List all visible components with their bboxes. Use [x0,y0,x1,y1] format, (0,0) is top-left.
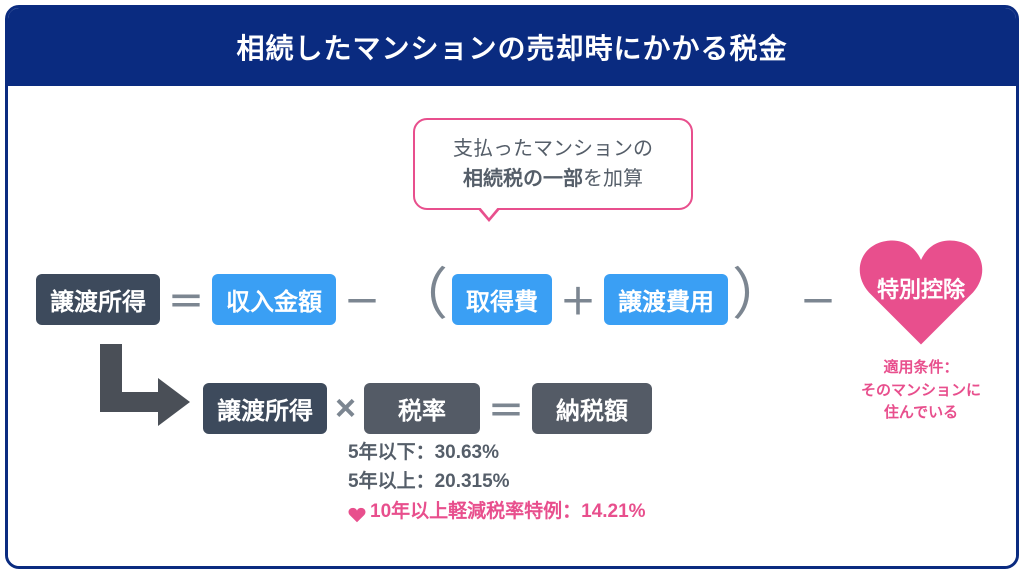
bubble-line2: 相続税の一部を加算 [433,164,673,194]
rate-line-3: 10年以上軽減税率特例：14.21% [348,497,646,526]
op-equals: ＝ [160,273,212,325]
op-plus: ＋ [552,273,604,325]
tag-transfer-cost: 譲渡費用 [604,274,728,325]
op-equals-2: ＝ [480,382,532,434]
tag-tax-rate: 税率 [364,383,480,434]
header-bar: 相続したマンションの売却時にかかる税金 [8,8,1016,86]
bubble-post: を加算 [583,168,643,190]
rate-line-2: 5年以上：20.315% [348,467,646,496]
formula-row-2: 譲渡所得 × 税率 ＝ 納税額 [203,382,652,434]
formula-row-1: 譲渡所得 ＝ 収入金額 － （ 取得費 ＋ 譲渡費用 ） － [36,271,844,327]
diagram-frame: 相続したマンションの売却時にかかる税金 支払ったマンションの 相続税の一部を加算… [5,5,1019,569]
heart-caption: 適用条件： そのマンションに 住んでいる [846,357,996,425]
tag-tax-amount: 納税額 [532,383,652,434]
tag-transfer-income: 譲渡所得 [36,274,160,325]
callout-bubble: 支払ったマンションの 相続税の一部を加算 [413,118,693,210]
bubble-line1: 支払ったマンションの [433,134,673,164]
rate-line-1: 5年以下：30.63% [348,438,646,467]
heart-icon: 特別控除 [856,234,986,351]
tag-transfer-income-2: 譲渡所得 [203,383,327,434]
op-minus: － [336,273,388,325]
heart-block: 特別控除 適用条件： そのマンションに 住んでいる [846,234,996,425]
page-title: 相続したマンションの売却時にかかる税金 [236,27,787,67]
op-multiply: × [327,387,364,429]
down-right-arrow-icon [82,344,192,434]
tag-acquisition-cost: 取得費 [452,274,552,325]
paren-right: ） [728,267,792,323]
op-minus-2: － [792,273,844,325]
diagram-body: 支払ったマンションの 相続税の一部を加算 譲渡所得 ＝ 収入金額 － （ 取得費… [8,86,1016,566]
bubble-emph: 相続税の一部 [463,168,583,190]
heart-label: 特別控除 [856,272,986,304]
mini-heart-icon [348,504,366,520]
paren-left: （ [388,267,452,323]
rate-notes: 5年以下：30.63% 5年以上：20.315% 10年以上軽減税率特例：14.… [348,438,646,526]
tag-revenue: 収入金額 [212,274,336,325]
